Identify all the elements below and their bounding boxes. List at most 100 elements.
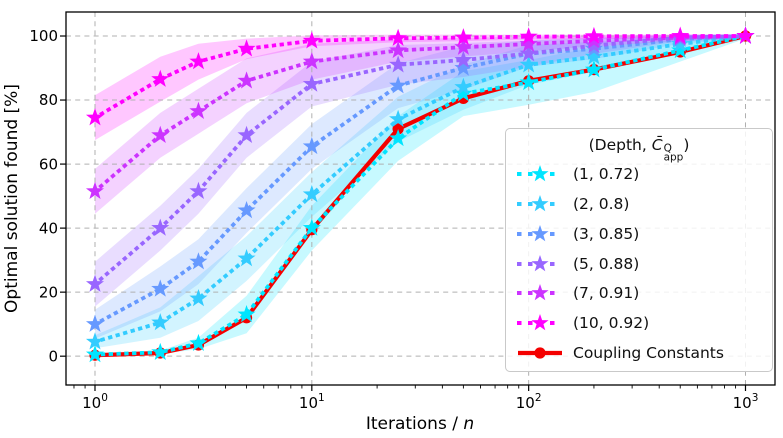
- star-marker: [454, 37, 473, 55]
- y-tick-label: 20: [39, 283, 58, 301]
- legend-star: [531, 254, 549, 271]
- star-marker: [454, 84, 473, 102]
- star-marker: [454, 58, 473, 76]
- x-axis-label: Iterations / n: [366, 414, 474, 434]
- star-marker: [389, 76, 408, 94]
- star-marker: [151, 279, 170, 297]
- bands-layer: [95, 34, 746, 356]
- star-marker: [454, 50, 473, 68]
- star-marker: [454, 77, 473, 95]
- x-tick-label: 103: [733, 392, 759, 412]
- star-marker: [189, 333, 208, 352]
- legend-entry-label: Coupling Constants: [573, 344, 724, 363]
- star-marker: [237, 201, 256, 219]
- legend-dotted-star-icon: [517, 314, 563, 331]
- star-marker: [85, 314, 105, 332]
- legend-entry-label: (5, 0.88): [573, 254, 640, 273]
- legend-star: [531, 284, 549, 301]
- star-marker: [85, 108, 105, 126]
- plot-border: [65, 11, 776, 386]
- legend-star: [531, 164, 549, 182]
- star-marker: [189, 252, 208, 270]
- star-marker: [189, 52, 208, 70]
- star-marker: [584, 36, 603, 54]
- star-marker: [302, 185, 321, 203]
- star-marker: [389, 55, 408, 73]
- star-marker: [237, 39, 256, 57]
- axes-layer: 100 101 102 103 0 20 40 60 80 100: [29, 11, 776, 412]
- star-marker: [519, 34, 538, 52]
- star-marker: [519, 27, 538, 45]
- star-marker: [302, 52, 321, 70]
- legend-entry: (1, 0.72): [516, 159, 772, 189]
- star-marker: [237, 71, 256, 89]
- legend-entry: (7, 0.91): [516, 278, 772, 308]
- legend-entry: (2, 0.8): [516, 189, 772, 219]
- legend-star: [531, 314, 549, 331]
- star-marker: [189, 101, 208, 119]
- series-band: [95, 34, 746, 307]
- legend-circle: [534, 347, 546, 359]
- star-marker: [389, 109, 408, 127]
- series-band: [95, 34, 746, 349]
- y-tick-label: 100: [29, 27, 58, 45]
- star-marker: [189, 181, 208, 199]
- star-marker: [85, 274, 105, 292]
- series-band: [95, 34, 746, 214]
- star-marker: [302, 31, 321, 49]
- legend-entry-label: (10, 0.92): [573, 314, 650, 333]
- x-tick-label: 102: [516, 392, 542, 412]
- legend-line-circle-icon: [518, 347, 562, 359]
- star-marker: [454, 28, 473, 46]
- star-marker: [151, 313, 170, 331]
- star-marker: [237, 249, 256, 267]
- star-marker: [237, 125, 256, 143]
- legend-dotted-star-icon: [517, 224, 563, 241]
- star-marker: [389, 40, 408, 59]
- y-tick-label: 60: [39, 155, 58, 173]
- legend-entry-label: (2, 0.8): [573, 194, 630, 213]
- x-tick-label: 100: [82, 392, 108, 412]
- y-tick-label: 0: [48, 347, 58, 365]
- star-marker: [584, 47, 603, 65]
- legend-dotted-star-icon: [517, 254, 563, 271]
- y-tick-label: 80: [39, 91, 58, 109]
- star-marker: [519, 72, 538, 91]
- series-band: [95, 34, 746, 339]
- legend-star: [531, 224, 549, 241]
- star-marker: [189, 289, 208, 307]
- star-marker: [85, 332, 105, 350]
- star-marker: [519, 44, 538, 62]
- legend-dotted-star-icon: [517, 284, 563, 301]
- star-marker: [736, 26, 755, 44]
- star-marker: [389, 128, 408, 147]
- star-marker: [302, 74, 321, 92]
- legend-entry: (10, 0.92): [516, 308, 772, 338]
- legend-star: [531, 194, 549, 212]
- star-marker: [151, 342, 170, 361]
- legend-entry-label: (7, 0.91): [573, 284, 640, 303]
- star-marker: [302, 218, 321, 236]
- star-marker: [584, 60, 603, 78]
- star-marker: [151, 218, 170, 236]
- star-marker: [671, 34, 690, 52]
- star-marker: [151, 125, 170, 143]
- y-tick-label: 40: [39, 219, 58, 237]
- legend-entry-label: (1, 0.72): [573, 164, 640, 183]
- legend-entry-label: (3, 0.85): [573, 224, 640, 243]
- circle-marker: [392, 123, 404, 135]
- legend-dotted-star-icon: [517, 164, 563, 182]
- star-marker: [85, 345, 105, 363]
- star-marker: [519, 55, 538, 73]
- legend-entry: Coupling Constants: [516, 338, 772, 368]
- star-marker: [85, 181, 105, 199]
- y-axis-label: Optimal solution found [%]: [2, 84, 22, 313]
- star-marker: [671, 26, 690, 44]
- star-marker: [151, 69, 170, 87]
- star-marker: [584, 26, 603, 45]
- star-marker: [389, 28, 408, 46]
